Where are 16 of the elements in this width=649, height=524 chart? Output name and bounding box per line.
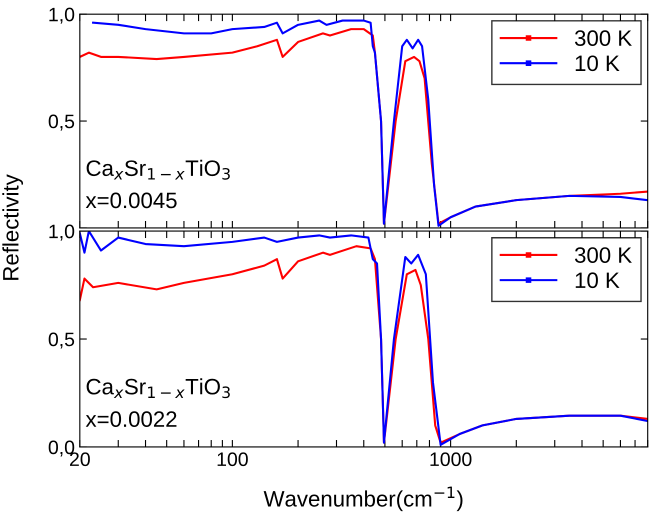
legend-label: 300 K — [574, 30, 632, 46]
x-tick-label: 1000 — [430, 452, 472, 466]
y-tick-label: 1,0 — [49, 224, 74, 241]
annotation: Ca$_{x}$Sr$_{1−x}$TiO$_{3}$ — [86, 378, 230, 398]
legend-label: 300 K — [574, 247, 632, 263]
y-axis-title: Reflectivity — [2, 174, 24, 280]
annotation: Ca$_{x}$Sr$_{1−x}$TiO$_{3}$ — [86, 160, 230, 180]
y-tick-label: 0,5 — [48, 332, 74, 349]
legend-label: 10 K — [576, 55, 620, 72]
y-tick-label: 1,0 — [49, 8, 74, 24]
y-tick-label: 0,5 — [48, 114, 74, 131]
x-tick-label: 100 — [218, 452, 248, 466]
annotation: x=0.0022 — [86, 411, 176, 428]
legend-label: 10 K — [576, 272, 620, 288]
annotation: x=0.0045 — [86, 192, 177, 208]
x-axis-title: Wavenumber(cm$^{−1}$) — [264, 486, 462, 512]
